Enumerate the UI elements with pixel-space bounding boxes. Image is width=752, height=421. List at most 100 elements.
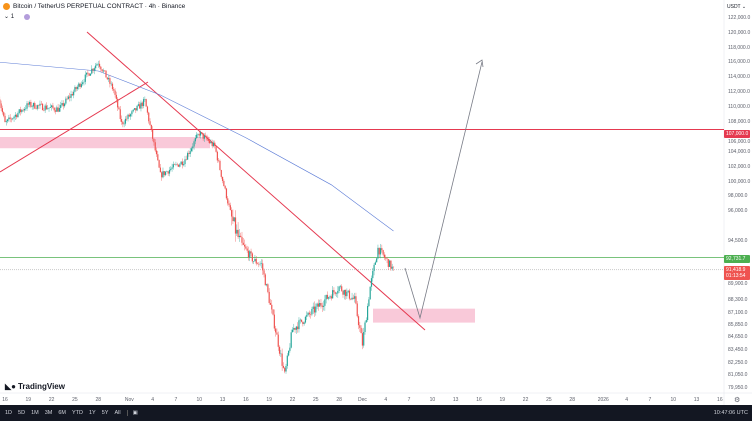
- price-axis-label: 118,000.0: [728, 45, 750, 51]
- candle-body: [199, 132, 202, 136]
- price-axis-label: 94,500.0: [728, 238, 748, 244]
- time-axis-label: 25: [546, 397, 552, 403]
- candle-body: [153, 138, 155, 143]
- candle-body: [146, 106, 149, 113]
- candle-body: [1, 108, 4, 113]
- projection-path: [404, 61, 483, 320]
- candle-body: [354, 296, 356, 299]
- range-button-1d[interactable]: 1D: [5, 410, 13, 416]
- candle-body: [355, 296, 357, 304]
- candle-body: [374, 262, 376, 265]
- candle-body: [321, 305, 323, 307]
- candle-body: [306, 315, 308, 317]
- candle-body: [205, 135, 207, 137]
- candle-body: [114, 90, 116, 95]
- range-button-6m[interactable]: 6M: [58, 410, 66, 416]
- candle-body: [286, 355, 288, 366]
- candle-body: [5, 121, 7, 123]
- candle-body: [325, 294, 327, 300]
- candle-body: [315, 306, 317, 313]
- candle-body: [294, 327, 296, 330]
- candle-body: [324, 299, 326, 306]
- candle-body: [62, 102, 64, 107]
- candle-body: [80, 84, 83, 87]
- candle-body: [360, 327, 362, 334]
- candle-body: [348, 290, 351, 299]
- candle-body: [168, 169, 171, 174]
- candle-body: [281, 353, 283, 366]
- price-axis-label: 87,100.0: [728, 310, 748, 316]
- candle-body: [115, 94, 117, 99]
- date-range-icon[interactable]: ▣: [126, 410, 138, 416]
- candle-body: [30, 101, 32, 107]
- candle-body: [376, 258, 378, 263]
- range-button-all[interactable]: All: [114, 410, 121, 416]
- candle-body: [308, 312, 310, 315]
- range-button-5y[interactable]: 5Y: [101, 410, 109, 416]
- candle-body: [145, 99, 147, 107]
- candle-body: [180, 161, 182, 165]
- currency-select[interactable]: USDT ⌄: [727, 4, 747, 10]
- candle-body: [240, 235, 242, 238]
- candle-body: [51, 105, 53, 108]
- range-button-1y[interactable]: 1Y: [88, 410, 96, 416]
- price-axis-label: 89,900.0: [728, 281, 748, 287]
- candle-body: [13, 116, 15, 119]
- candle-body: [171, 167, 173, 169]
- candle-body: [372, 271, 374, 279]
- candle-body: [367, 305, 369, 321]
- candle-body: [188, 153, 190, 154]
- candle-body: [271, 304, 273, 310]
- candle-body: [150, 124, 152, 130]
- candle-body: [304, 316, 307, 323]
- candle-body: [267, 284, 269, 292]
- candle-body: [211, 142, 213, 147]
- time-axis-label: 16: [243, 397, 249, 403]
- candle-body: [79, 83, 81, 87]
- symbol-header[interactable]: Bitcoin / TetherUS PERPETUAL CONTRACT · …: [3, 3, 185, 10]
- clock[interactable]: 10:47:06 UTC: [713, 410, 748, 416]
- range-button-5d[interactable]: 5D: [18, 410, 26, 416]
- range-button-3m[interactable]: 3M: [44, 410, 53, 416]
- candle-body: [387, 259, 389, 267]
- candle-body: [284, 367, 286, 372]
- candle-body: [78, 83, 80, 87]
- indicator-icon[interactable]: [24, 13, 31, 20]
- time-axis-label: 22: [48, 397, 55, 403]
- range-button-1m[interactable]: 1M: [31, 410, 39, 416]
- candle-body: [390, 260, 392, 269]
- indicators-toggle[interactable]: ⌄ 1: [4, 14, 15, 20]
- candle-body: [194, 138, 196, 142]
- candle-body: [341, 286, 343, 291]
- candle-body: [338, 286, 340, 291]
- candle-body: [21, 109, 23, 113]
- candle-body: [124, 118, 127, 124]
- time-axis-label: 7: [407, 397, 411, 403]
- candle-body: [369, 286, 371, 300]
- candle-body: [106, 77, 108, 80]
- candle-body: [73, 91, 75, 96]
- candle-body: [209, 140, 211, 144]
- candle-body: [98, 63, 101, 67]
- candle-body: [329, 296, 331, 298]
- candle-body: [102, 70, 105, 72]
- candle-body: [357, 316, 360, 326]
- candle-body: [233, 217, 235, 222]
- candle-body: [36, 105, 38, 109]
- candle-body: [246, 248, 248, 251]
- candle-body: [228, 203, 230, 206]
- candle-body: [142, 99, 145, 107]
- candle-body: [45, 105, 48, 110]
- price-axis-label: 106,000.0: [728, 139, 751, 145]
- candle-body: [127, 114, 129, 119]
- candle-body: [92, 68, 94, 71]
- range-button-ytd[interactable]: YTD: [71, 410, 83, 416]
- candle-body: [280, 353, 282, 355]
- settings-icon[interactable]: ⚙: [734, 397, 741, 404]
- price-axis-label: 110,000.0: [728, 104, 750, 110]
- candle-body: [320, 303, 322, 306]
- price-axis-label: 96,000.0: [728, 208, 748, 214]
- candle-body: [123, 123, 125, 125]
- candle-body: [386, 258, 388, 260]
